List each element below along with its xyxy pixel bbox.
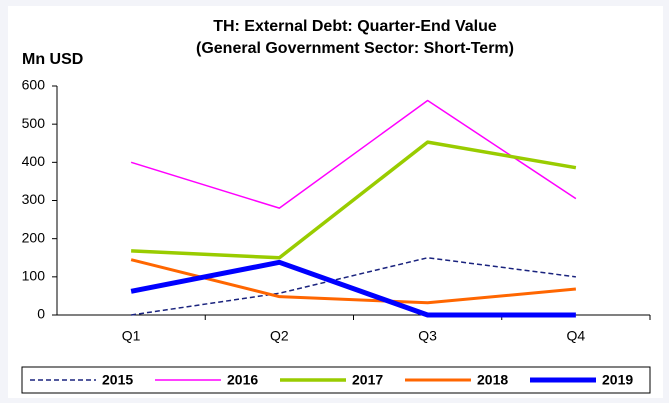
y-tick-label: 300	[22, 191, 46, 207]
x-tick-label: Q2	[270, 328, 289, 344]
series-line	[131, 140, 577, 260]
series-line	[130, 99, 577, 209]
x-tick-label: Q3	[418, 328, 437, 344]
y-tick-label: 100	[22, 268, 46, 284]
chart-subtitle: (General Government Sector: Short-Term)	[196, 40, 514, 57]
y-tick-label: 500	[22, 115, 46, 131]
chart-title: TH: External Debt: Quarter-End Value	[213, 18, 497, 35]
series-line	[131, 257, 576, 316]
legend-label: 2018	[477, 372, 508, 388]
legend-box	[21, 366, 651, 394]
chart-background	[8, 6, 663, 398]
y-tick-label: 600	[22, 77, 46, 93]
x-tick-label: Q4	[567, 328, 586, 344]
y-tick-label: 0	[37, 306, 45, 322]
series-line	[130, 259, 576, 318]
y-tick-label: 200	[22, 229, 46, 245]
legend-label: 2017	[352, 372, 383, 388]
y-tick-label: 400	[22, 153, 46, 169]
legend-label: 2015	[102, 372, 133, 388]
y-axis-label: Mn USD	[22, 51, 83, 68]
x-tick-label: Q1	[122, 328, 141, 344]
legend-label: 2019	[602, 372, 633, 388]
legend-label: 2016	[227, 372, 258, 388]
